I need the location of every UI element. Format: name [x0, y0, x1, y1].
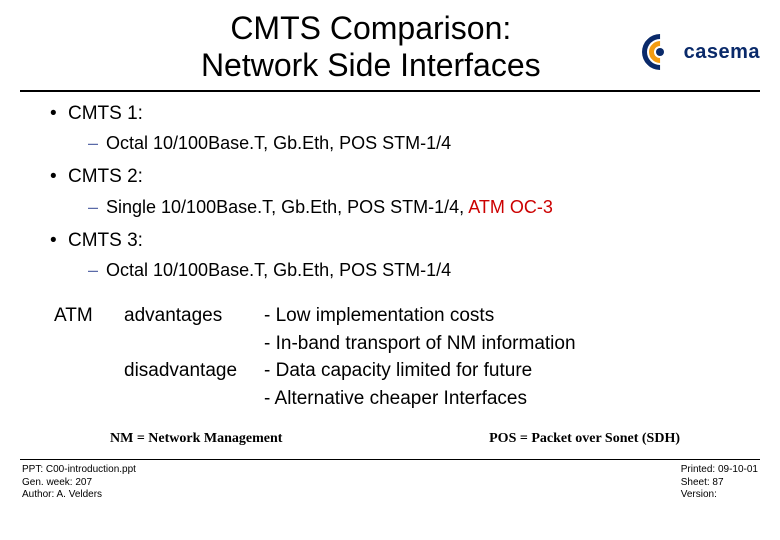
footer-right: Printed: 09-10-01 Sheet: 87 Version:	[681, 464, 758, 502]
footer-sheet: Sheet: 87	[681, 477, 758, 490]
atm-spacer	[54, 385, 124, 413]
footer-version: Version:	[681, 489, 758, 502]
footer-printed: Printed: 09-10-01	[681, 464, 758, 477]
atm-spacer	[54, 330, 124, 358]
atm-row-text: - Low implementation costs	[264, 302, 740, 330]
atm-table: ATM advantages - Low implementation cost…	[50, 302, 740, 412]
dash-icon: –	[88, 257, 106, 284]
logo-text: casema	[684, 41, 760, 64]
sub-text-red: ATM OC-3	[468, 197, 553, 217]
atm-heading: ATM	[54, 302, 124, 330]
dash-icon: –	[88, 130, 106, 157]
slide-footer: PPT: C00-introduction.ppt Gen. week: 207…	[0, 460, 780, 502]
atm-spacer	[54, 357, 124, 385]
bullet-label: CMTS 2:	[68, 166, 143, 187]
slide-title: CMTS Comparison: Network Side Interfaces	[20, 10, 642, 84]
atm-row-text: - Alternative cheaper Interfaces	[264, 385, 740, 413]
bullet-icon: •	[50, 163, 68, 192]
bullet-cmts2: •CMTS 2:	[50, 163, 740, 192]
sub-text: Octal 10/100Base.T, Gb.Eth, POS STM-1/4	[106, 133, 451, 153]
sub-cmts1: –Octal 10/100Base.T, Gb.Eth, POS STM-1/4	[50, 130, 740, 157]
sub-text: Octal 10/100Base.T, Gb.Eth, POS STM-1/4	[106, 260, 451, 280]
footnotes: NM = Network Management POS = Packet ove…	[50, 412, 740, 449]
footer-author: Author: A. Velders	[22, 489, 136, 502]
dash-icon: –	[88, 194, 106, 221]
slide-header: CMTS Comparison: Network Side Interfaces…	[0, 0, 780, 84]
sub-cmts3: –Octal 10/100Base.T, Gb.Eth, POS STM-1/4	[50, 257, 740, 284]
atm-row-label: disadvantage	[124, 357, 264, 385]
bullet-icon: •	[50, 227, 68, 256]
slide-content: •CMTS 1: –Octal 10/100Base.T, Gb.Eth, PO…	[0, 92, 780, 450]
atm-row-text: - Data capacity limited for future	[264, 357, 740, 385]
title-line-1: CMTS Comparison:	[230, 10, 511, 46]
atm-row-label	[124, 385, 264, 413]
logo-mark-icon	[642, 34, 678, 70]
atm-row-text: - In-band transport of NM information	[264, 330, 740, 358]
footer-left: PPT: C00-introduction.ppt Gen. week: 207…	[22, 464, 136, 502]
bullet-cmts3: •CMTS 3:	[50, 227, 740, 256]
title-line-2: Network Side Interfaces	[201, 47, 541, 83]
bullet-label: CMTS 1:	[68, 103, 143, 124]
footnote-nm: NM = Network Management	[110, 428, 282, 449]
footer-genweek: Gen. week: 207	[22, 477, 136, 490]
bullet-label: CMTS 3:	[68, 230, 143, 251]
atm-row-label: advantages	[124, 302, 264, 330]
sub-cmts2: –Single 10/100Base.T, Gb.Eth, POS STM-1/…	[50, 194, 740, 221]
bullet-cmts1: •CMTS 1:	[50, 100, 740, 129]
company-logo: casema	[642, 34, 760, 70]
footer-ppt: PPT: C00-introduction.ppt	[22, 464, 136, 477]
sub-text: Single 10/100Base.T, Gb.Eth, POS STM-1/4…	[106, 197, 468, 217]
footnote-pos: POS = Packet over Sonet (SDH)	[489, 428, 680, 449]
atm-row-label	[124, 330, 264, 358]
bullet-icon: •	[50, 100, 68, 129]
